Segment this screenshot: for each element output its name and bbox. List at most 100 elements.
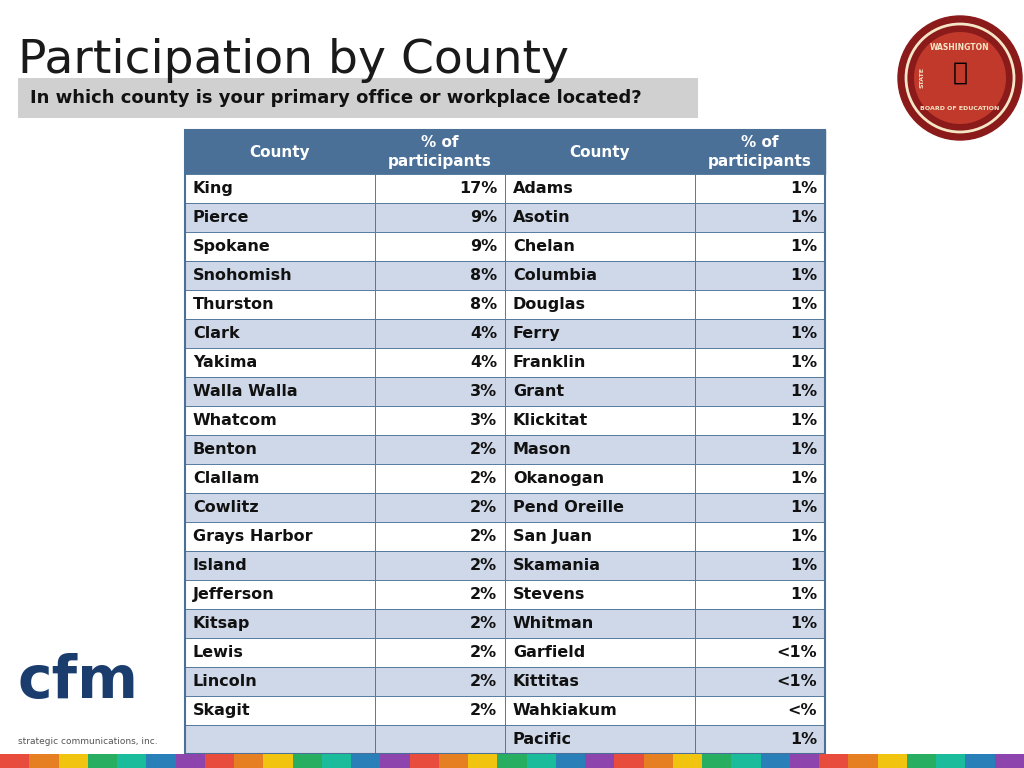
Bar <box>185 130 825 754</box>
Bar <box>375 261 505 290</box>
Bar <box>695 174 825 203</box>
Text: <1%: <1% <box>776 674 817 689</box>
Text: Franklin: Franklin <box>513 355 587 370</box>
Bar <box>695 551 825 580</box>
Text: 3%: 3% <box>470 413 497 428</box>
Text: strategic communications, inc.: strategic communications, inc. <box>18 737 158 746</box>
Bar <box>375 435 505 464</box>
Text: Jefferson: Jefferson <box>193 587 274 602</box>
Text: 4%: 4% <box>470 355 497 370</box>
Bar <box>505 377 695 406</box>
Bar <box>375 290 505 319</box>
Bar <box>185 725 375 754</box>
Bar <box>117 754 146 768</box>
Bar <box>849 754 878 768</box>
Circle shape <box>914 32 1006 124</box>
Text: 1%: 1% <box>790 616 817 631</box>
Text: BOARD OF EDUCATION: BOARD OF EDUCATION <box>921 105 999 111</box>
Text: 1%: 1% <box>790 326 817 341</box>
Bar <box>185 464 375 493</box>
Text: cfm: cfm <box>18 653 139 710</box>
Bar <box>556 754 585 768</box>
Text: Clallam: Clallam <box>193 471 259 486</box>
Bar <box>695 130 825 174</box>
Bar <box>731 754 761 768</box>
Text: 1%: 1% <box>790 442 817 457</box>
Text: Pacific: Pacific <box>513 732 572 747</box>
Bar <box>185 261 375 290</box>
Bar <box>695 261 825 290</box>
Text: Douglas: Douglas <box>513 297 586 312</box>
Text: 2%: 2% <box>470 587 497 602</box>
Bar <box>644 754 673 768</box>
Text: 2%: 2% <box>470 442 497 457</box>
Text: Mason: Mason <box>513 442 571 457</box>
Text: % of
participants: % of participants <box>388 135 492 169</box>
Bar <box>185 435 375 464</box>
Bar <box>936 754 966 768</box>
FancyBboxPatch shape <box>18 78 698 118</box>
Bar <box>695 667 825 696</box>
Text: 1%: 1% <box>790 384 817 399</box>
Text: Snohomish: Snohomish <box>193 268 293 283</box>
Text: Lewis: Lewis <box>193 645 244 660</box>
Text: STATE: STATE <box>920 68 925 88</box>
Bar <box>966 754 994 768</box>
Bar <box>185 377 375 406</box>
Bar <box>695 232 825 261</box>
Text: 2%: 2% <box>470 500 497 515</box>
Bar <box>375 725 505 754</box>
Text: 2%: 2% <box>470 471 497 486</box>
Bar <box>375 493 505 522</box>
Bar <box>185 203 375 232</box>
Bar <box>994 754 1024 768</box>
Bar <box>585 754 614 768</box>
Bar <box>505 232 695 261</box>
Bar <box>185 551 375 580</box>
Text: Whatcom: Whatcom <box>193 413 278 428</box>
Text: 1%: 1% <box>790 181 817 196</box>
Text: 2%: 2% <box>470 645 497 660</box>
Text: King: King <box>193 181 233 196</box>
Bar <box>439 754 468 768</box>
Bar <box>695 290 825 319</box>
Bar <box>505 551 695 580</box>
Bar <box>375 319 505 348</box>
Text: 8%: 8% <box>470 297 497 312</box>
Text: 1%: 1% <box>790 268 817 283</box>
Bar <box>322 754 351 768</box>
Bar <box>88 754 117 768</box>
Bar <box>375 348 505 377</box>
Text: County: County <box>569 144 631 160</box>
Bar <box>695 638 825 667</box>
Text: 2%: 2% <box>470 703 497 718</box>
Bar <box>185 406 375 435</box>
Bar <box>146 754 175 768</box>
Bar <box>185 696 375 725</box>
Bar <box>505 435 695 464</box>
Text: 1%: 1% <box>790 500 817 515</box>
Bar <box>819 754 849 768</box>
Text: Grays Harbor: Grays Harbor <box>193 529 312 544</box>
Bar <box>375 638 505 667</box>
Bar <box>695 348 825 377</box>
Circle shape <box>906 24 1014 132</box>
Bar <box>695 464 825 493</box>
Text: Grant: Grant <box>513 384 564 399</box>
Bar <box>185 319 375 348</box>
Bar <box>695 203 825 232</box>
Text: Pend Oreille: Pend Oreille <box>513 500 624 515</box>
Bar <box>505 319 695 348</box>
Text: County: County <box>250 144 310 160</box>
Text: In which county is your primary office or workplace located?: In which county is your primary office o… <box>30 89 642 107</box>
Bar <box>505 348 695 377</box>
Text: Adams: Adams <box>513 181 573 196</box>
Text: 2%: 2% <box>470 529 497 544</box>
Bar <box>505 130 695 174</box>
Bar <box>375 522 505 551</box>
Bar <box>410 754 439 768</box>
Text: 1%: 1% <box>790 529 817 544</box>
Text: 3%: 3% <box>470 384 497 399</box>
Text: Stevens: Stevens <box>513 587 586 602</box>
Bar <box>30 754 58 768</box>
